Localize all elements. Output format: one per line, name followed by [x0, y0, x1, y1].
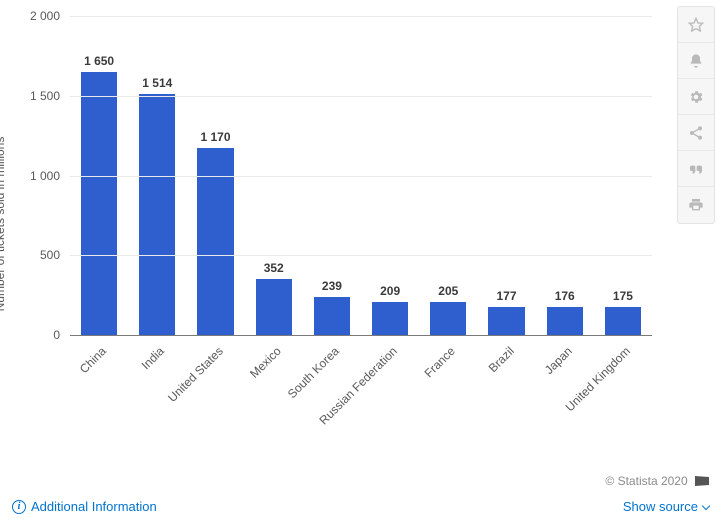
bar-chart: Number of tickets sold in millions 1 650…	[8, 6, 668, 441]
bar[interactable]: 209	[372, 302, 408, 335]
grid-line	[70, 176, 652, 177]
x-label-slot: Brazil	[477, 338, 535, 428]
bar[interactable]: 1 514	[139, 94, 175, 335]
bar[interactable]: 239	[314, 297, 350, 335]
y-tick-label: 500	[40, 248, 60, 262]
x-axis-label: Mexico	[247, 344, 284, 381]
x-label-slot: United States	[186, 338, 244, 428]
bar-value-label: 209	[380, 284, 400, 298]
bar-value-label: 176	[555, 289, 575, 303]
flag-icon[interactable]	[695, 476, 709, 486]
bar-value-label: 1 650	[84, 54, 114, 68]
x-axis-label: Japan	[542, 344, 575, 377]
plot-area: 1 6501 5141 170352239209205177176175 050…	[70, 16, 652, 336]
print-icon[interactable]	[678, 187, 714, 223]
show-source-link[interactable]: Show source	[623, 499, 709, 514]
y-tick-label: 1 500	[30, 89, 60, 103]
bar-value-label: 1 514	[142, 76, 172, 90]
x-axis-labels: ChinaIndiaUnited StatesMexicoSouth Korea…	[70, 338, 652, 428]
additional-info-label: Additional Information	[31, 499, 157, 514]
y-axis-title: Number of tickets sold in millions	[0, 136, 7, 311]
chart-footer: © Statista 2020	[12, 474, 709, 488]
y-tick-label: 1 000	[30, 169, 60, 183]
bar-value-label: 352	[264, 261, 284, 275]
copyright-text: © Statista 2020	[605, 474, 687, 488]
bar-value-label: 177	[497, 289, 517, 303]
chart-toolbar	[677, 6, 715, 224]
bar[interactable]: 175	[605, 307, 641, 335]
info-icon: i	[12, 500, 26, 514]
share-icon[interactable]	[678, 115, 714, 151]
bar-value-label: 175	[613, 289, 633, 303]
bell-icon[interactable]	[678, 43, 714, 79]
bar-value-label: 239	[322, 279, 342, 293]
bar[interactable]: 205	[430, 302, 466, 335]
x-label-slot: France	[419, 338, 477, 428]
grid-line	[70, 16, 652, 17]
chevron-down-icon	[702, 501, 710, 509]
bar[interactable]: 176	[547, 307, 583, 335]
grid-line	[70, 255, 652, 256]
additional-info-link[interactable]: i Additional Information	[12, 499, 157, 514]
x-label-slot: China	[70, 338, 128, 428]
x-axis-label: France	[422, 344, 458, 380]
quote-icon[interactable]	[678, 151, 714, 187]
x-axis-label: India	[139, 344, 167, 372]
y-tick-label: 2 000	[30, 9, 60, 23]
star-icon[interactable]	[678, 7, 714, 43]
x-label-slot: United Kingdom	[594, 338, 652, 428]
x-label-slot: Russian Federation	[361, 338, 419, 428]
x-axis-label: Brazil	[485, 344, 516, 375]
show-source-label: Show source	[623, 499, 698, 514]
footer-links: i Additional Information Show source	[12, 499, 709, 514]
grid-line	[70, 96, 652, 97]
bar[interactable]: 352	[256, 279, 292, 335]
gear-icon[interactable]	[678, 79, 714, 115]
bar[interactable]: 1 650	[81, 72, 117, 335]
x-axis-label: China	[77, 344, 109, 376]
y-tick-label: 0	[53, 328, 60, 342]
bar-value-label: 1 170	[200, 130, 230, 144]
bar[interactable]: 177	[488, 307, 524, 335]
bar-value-label: 205	[438, 284, 458, 298]
